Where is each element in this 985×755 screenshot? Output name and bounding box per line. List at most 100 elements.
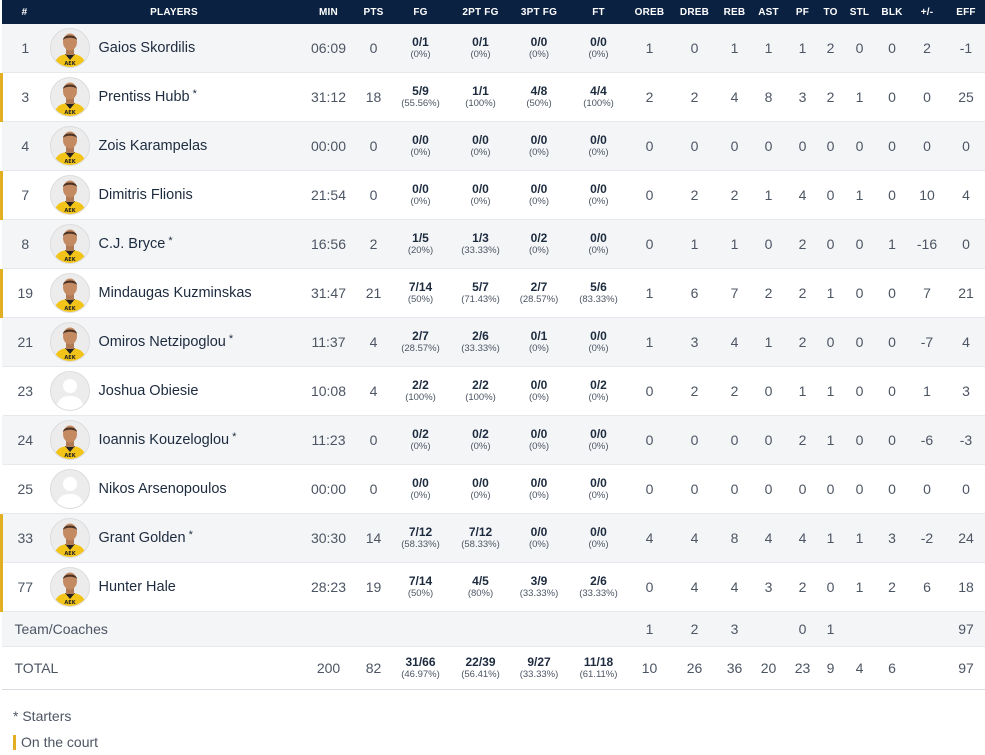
col-header-oreb[interactable]: OREB <box>630 0 670 24</box>
player-name-link[interactable]: Hunter Hale <box>99 579 176 595</box>
col-header-3pt-fg[interactable]: 3PT FG <box>511 0 568 24</box>
col-header-2pt-fg[interactable]: 2PT FG <box>451 0 511 24</box>
col-header-reb[interactable]: REB <box>720 0 750 24</box>
stat-percentage: (0%) <box>391 196 451 208</box>
player-name-link[interactable]: Ioannis Kouzeloglou <box>99 432 230 448</box>
boxscore-table: # PLAYERS MIN PTS FG 2PT FG 3PT FG FT OR… <box>0 0 985 690</box>
stat-2pt-fg: 2/6(33.33%) <box>451 318 511 367</box>
stat-fg: 2/2(100%) <box>391 367 451 416</box>
stat-made-attempted: 0/0 <box>568 134 630 147</box>
stat-reb: 36 <box>720 647 750 690</box>
player-name-link[interactable]: Omiros Netzipoglou <box>99 334 226 350</box>
player-name-link[interactable]: Mindaugas Kuzminskas <box>99 285 252 301</box>
col-header-stl[interactable]: STL <box>844 0 876 24</box>
player-name-link[interactable]: Zois Karampelas <box>99 138 208 154</box>
stat-blk: 6 <box>876 647 909 690</box>
stat-percentage: (0%) <box>511 490 568 502</box>
col-header-plus-minus[interactable]: +/- <box>909 0 946 24</box>
col-header-dreb[interactable]: DREB <box>670 0 720 24</box>
stat-ft: 0/2(0%) <box>568 367 630 416</box>
legend-on-court-label: On the court <box>21 729 98 755</box>
col-header-min[interactable]: MIN <box>301 0 357 24</box>
col-header-players[interactable]: PLAYERS <box>48 0 301 24</box>
col-header-pts[interactable]: PTS <box>357 0 391 24</box>
col-header-number[interactable]: # <box>2 0 48 24</box>
player-name-link[interactable]: Nikos Arsenopoulos <box>99 481 227 497</box>
stat-made-attempted: 0/0 <box>511 36 568 49</box>
stat-pf: 0 <box>788 122 818 171</box>
player-number: 19 <box>2 269 48 318</box>
player-name-link[interactable]: C.J. Bryce <box>99 236 166 252</box>
col-header-to[interactable]: TO <box>818 0 844 24</box>
stat-dreb: 2 <box>670 73 720 122</box>
player-name-link[interactable]: Prentiss Hubb <box>99 89 190 105</box>
player-number: 3 <box>2 73 48 122</box>
col-header-ft[interactable]: FT <box>568 0 630 24</box>
stat-made-attempted: 3/9 <box>511 575 568 588</box>
col-header-ast[interactable]: AST <box>750 0 788 24</box>
stat-pf: 1 <box>788 24 818 73</box>
col-header-pf[interactable]: PF <box>788 0 818 24</box>
stat-percentage: (83.33%) <box>568 294 630 306</box>
stat-percentage: (0%) <box>451 441 511 453</box>
player-info[interactable]: Nikos Arsenopoulos <box>48 469 301 509</box>
stat-2pt-fg: 7/12(58.33%) <box>451 514 511 563</box>
player-name-link[interactable]: Dimitris Flionis <box>99 187 193 203</box>
svg-text:AEK: AEK <box>64 110 76 116</box>
player-info[interactable]: Joshua Obiesie <box>48 371 301 411</box>
legend-on-court: On the court <box>13 729 985 755</box>
stat-3pt-fg: 0/1(0%) <box>511 318 568 367</box>
player-name-link[interactable]: Grant Golden <box>99 530 186 546</box>
stat-percentage: (100%) <box>451 392 511 404</box>
stat-fg: 5/9(55.56%) <box>391 73 451 122</box>
player-cell[interactable]: Joshua Obiesie <box>48 367 301 416</box>
stat-3pt-fg: 3/9(33.33%) <box>511 563 568 612</box>
col-header-eff[interactable]: EFF <box>946 0 985 24</box>
player-photo-icon: AEK <box>50 77 90 117</box>
col-header-fg[interactable]: FG <box>391 0 451 24</box>
player-photo-icon: AEK <box>50 420 90 460</box>
stat-oreb: 0 <box>630 220 670 269</box>
player-name-link[interactable]: Gaios Skordilis <box>99 40 196 56</box>
stat-percentage: (0%) <box>568 196 630 208</box>
stat-min: 16:56 <box>301 220 357 269</box>
stat-oreb: 1 <box>630 269 670 318</box>
stat-pts: 0 <box>357 171 391 220</box>
col-header-blk[interactable]: BLK <box>876 0 909 24</box>
stat-blk: 0 <box>876 171 909 220</box>
player-cell[interactable]: Nikos Arsenopoulos <box>48 465 301 514</box>
player-name-link[interactable]: Joshua Obiesie <box>99 383 199 399</box>
